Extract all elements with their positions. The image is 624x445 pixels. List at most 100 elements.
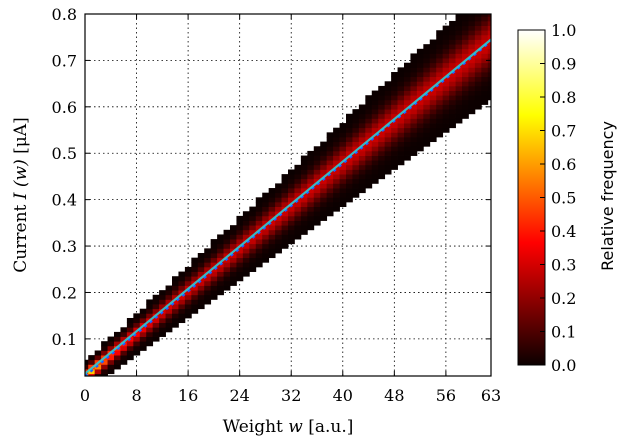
heatmap-cell [487,30,491,36]
heatmap-cell [365,99,373,105]
heatmap-cell [468,90,476,96]
heatmap-cell [352,192,360,198]
heatmap-cell [423,72,431,78]
heatmap-cell [449,53,456,59]
heatmap-cell [133,313,141,319]
heatmap-cell [120,336,128,342]
heatmap-cell [204,280,212,286]
mean-dashed-line [85,39,491,376]
heatmap-cell [133,322,141,328]
heatmap-cell [404,72,411,78]
heatmap-cell [172,308,179,314]
y-tick-label: 0.1 [52,330,77,349]
heatmap-cell [255,257,263,263]
heatmap-cell [455,81,463,87]
heatmap-cell [191,308,199,314]
heatmap-cell [410,127,418,133]
heatmap-cell [184,290,192,296]
heatmap-cell [365,146,373,152]
heatmap-cell [468,16,476,22]
heatmap-cell [416,146,424,152]
heatmap-cell [404,123,411,129]
heatmap-cell [300,183,308,189]
heatmap-cell [159,313,166,319]
heatmap-cell [275,234,282,240]
heatmap-cell [223,276,231,282]
heatmap-cell [313,206,321,212]
heatmap-cell [436,30,444,36]
heatmap-cell [429,48,437,54]
heatmap-cell [230,280,237,286]
heatmap-cell [333,174,340,180]
heatmap-cell [275,239,282,245]
heatmap-cell [442,48,450,54]
heatmap-cell [249,266,257,272]
heatmap-cell [481,81,489,87]
heatmap-cell [378,146,386,152]
heatmap-cell [230,229,237,235]
heatmap-cell [442,44,450,50]
heatmap-cell [249,211,257,217]
heatmap-cell [384,132,392,138]
heatmap-cell [217,276,224,282]
heatmap-cell [262,229,270,235]
heatmap-cell [281,225,289,231]
heatmap-cell [236,257,244,263]
heatmap-cell [339,169,347,175]
heatmap-cell [474,99,482,105]
heatmap-cell [223,234,231,240]
heatmap-cell [423,118,431,124]
heatmap-cell [442,123,450,129]
heatmap-cell [333,132,340,138]
heatmap-cell [416,53,424,59]
heatmap-cell [481,39,489,45]
heatmap-cell [391,150,398,156]
heatmap-cell [94,369,102,375]
heatmap-cell [404,118,411,124]
heatmap-cell [326,174,334,180]
heatmap-cell [191,299,199,305]
heatmap-cell [391,81,398,87]
heatmap-cell [191,304,199,310]
heatmap-cell [371,95,379,101]
heatmap-cell [313,215,321,221]
heatmap-cell [197,266,205,272]
heatmap-cell [326,150,334,156]
heatmap-cell [481,14,489,17]
heatmap-cell [197,304,205,310]
heatmap-cell [442,72,450,78]
heatmap-cell [210,276,218,282]
heatmap-cell [172,290,179,296]
heatmap-cell [223,285,231,291]
heatmap-cell [165,285,173,291]
heatmap-cell [371,136,379,143]
heatmap-cell [410,141,418,147]
heatmap-cell [423,141,431,147]
heatmap-cell [468,25,476,31]
heatmap-cell [416,136,424,143]
heatmap-cell [365,155,373,161]
heatmap-cell [449,58,456,64]
heatmap-cell [404,99,411,105]
heatmap-cell [410,76,418,82]
heatmap-cell [429,95,437,101]
heatmap-cell [429,72,437,78]
heatmap-cell [475,7,482,12]
heatmap-cell [210,253,218,259]
heatmap-cell [416,123,424,129]
heatmap-cell [397,141,405,147]
heatmap-cell [294,215,302,221]
x-tick-label: 48 [384,386,404,405]
heatmap-cell [133,341,141,347]
heatmap-cell [313,169,321,175]
heatmap-cell [468,109,476,115]
heatmap-cell [416,58,424,64]
heatmap-cell [217,280,224,286]
heatmap-cell [204,294,212,300]
heatmap-cell [436,99,444,105]
heatmap-cell [178,276,186,282]
heatmap-cell [365,113,373,119]
heatmap-cell [378,95,386,101]
heatmap-cell [107,341,115,347]
heatmap-cell [423,99,431,105]
